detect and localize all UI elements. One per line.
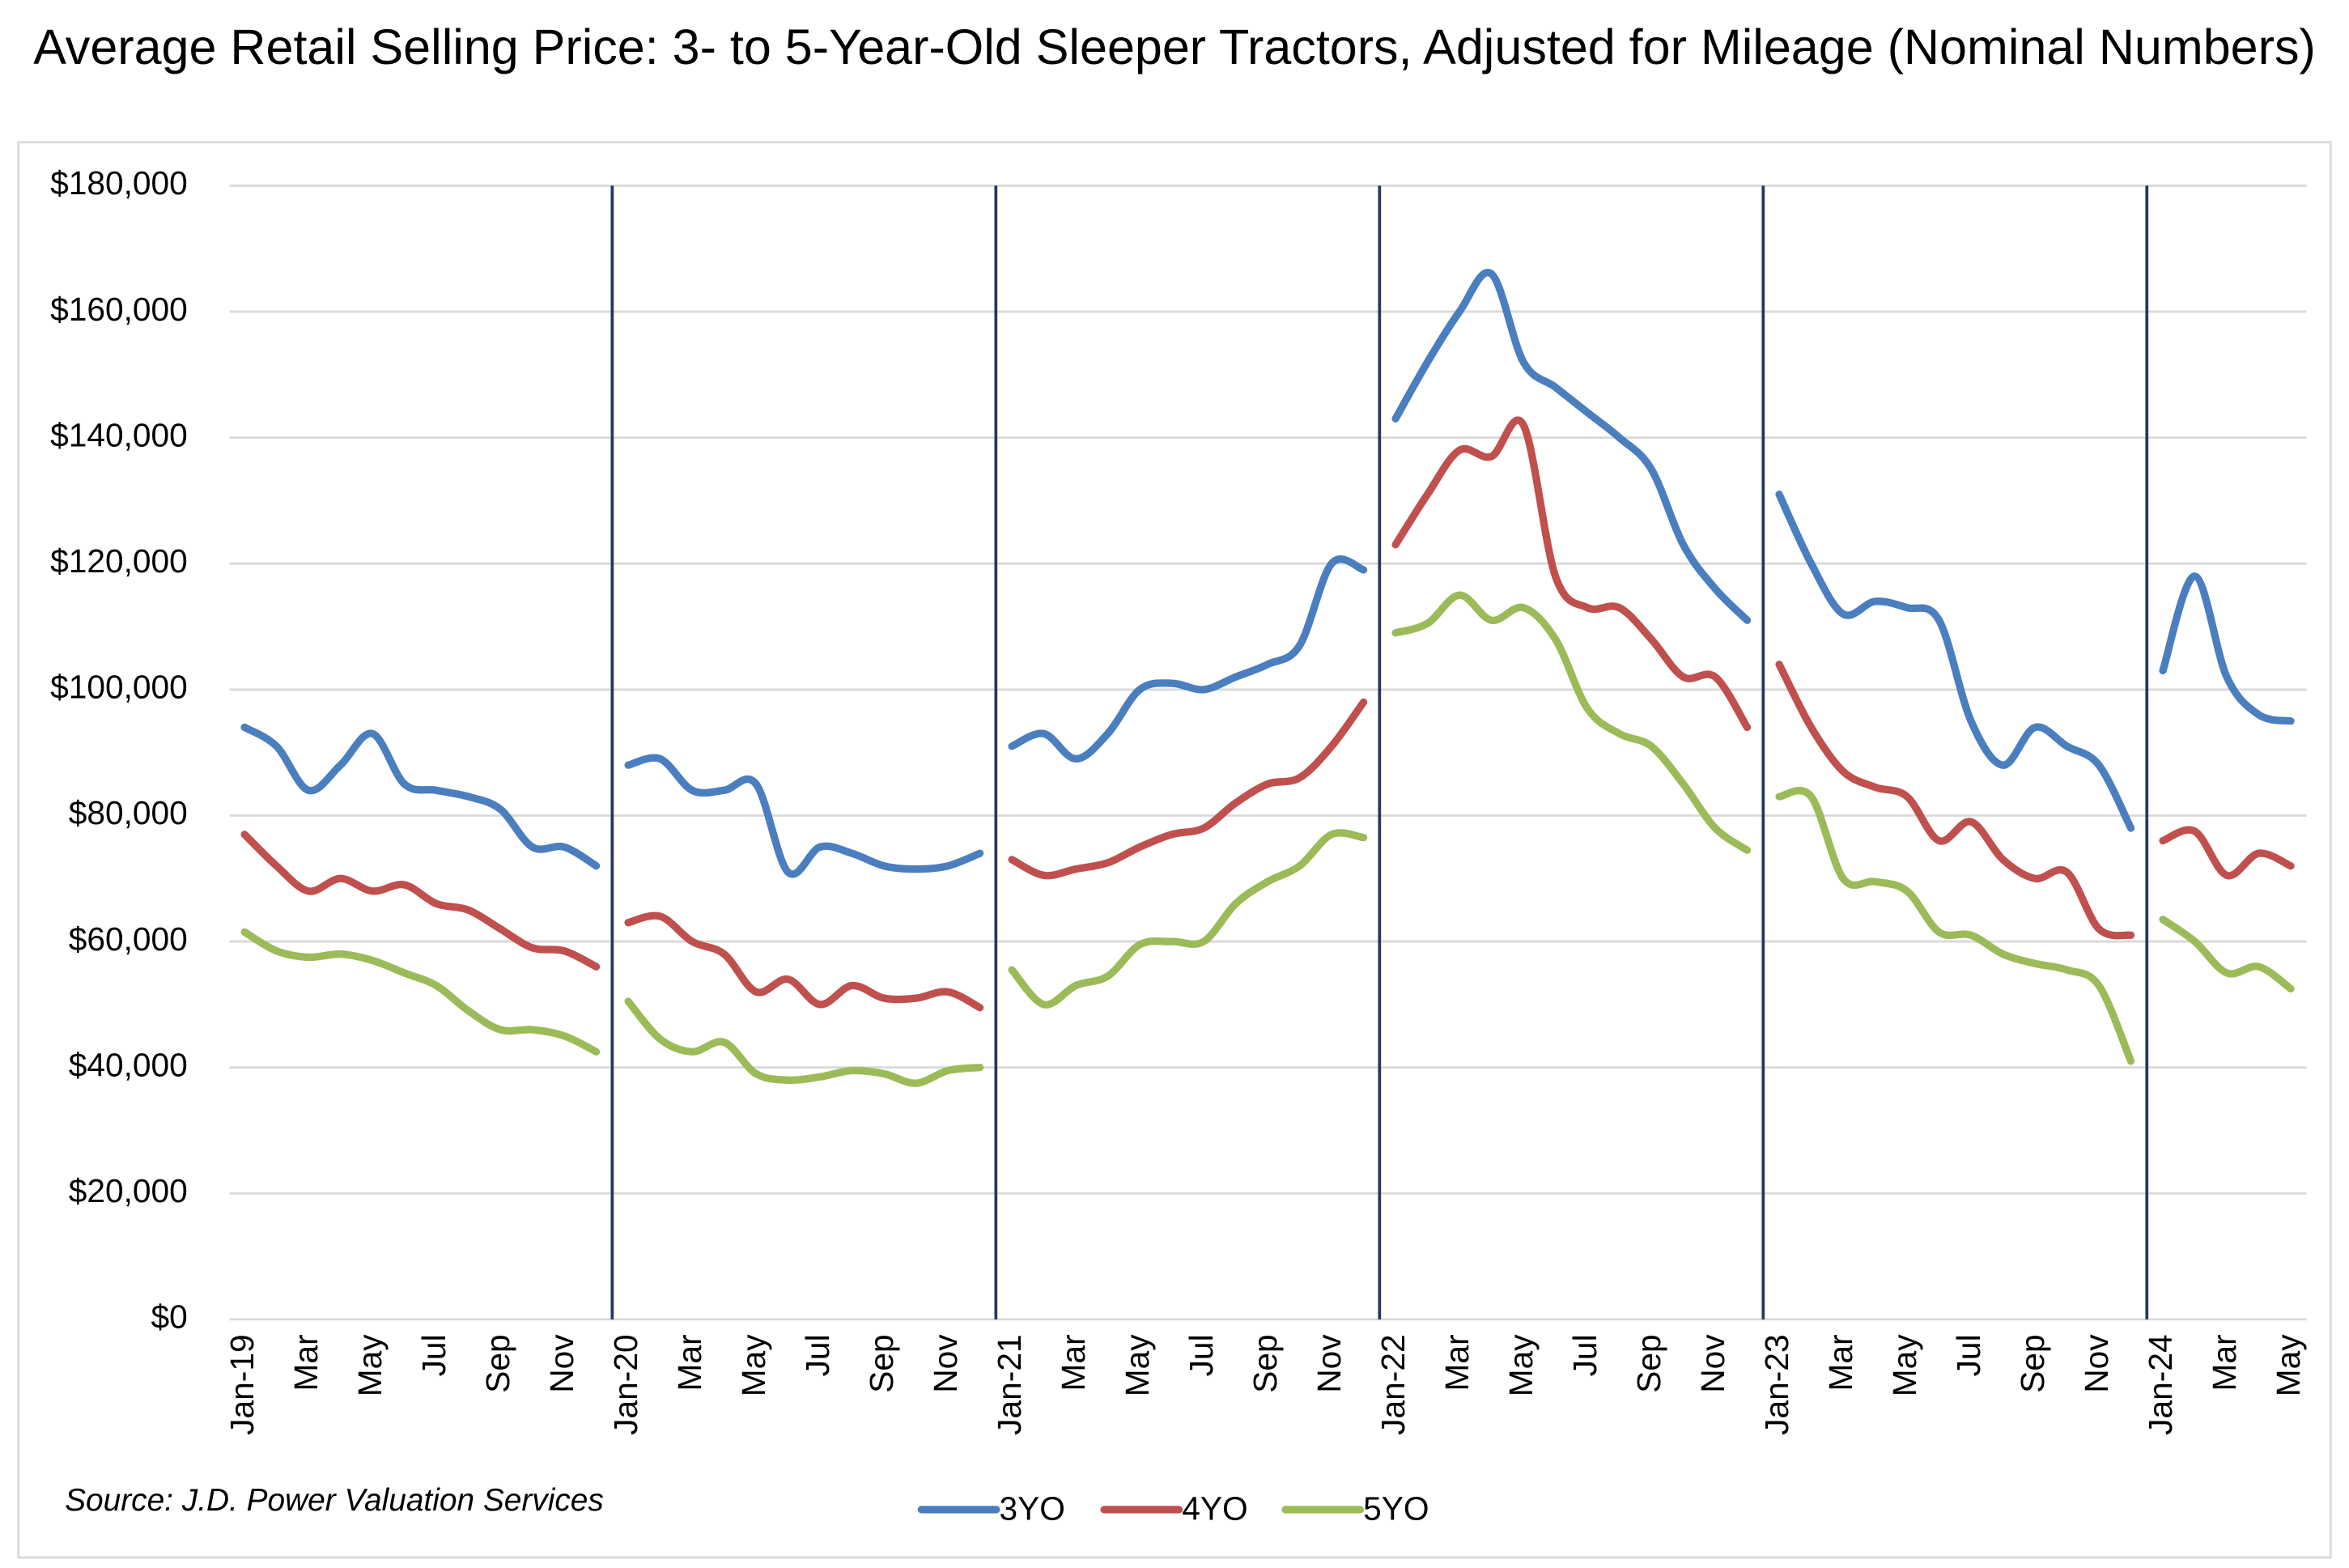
y-tick-label: $120,000 bbox=[50, 542, 188, 580]
chart-frame bbox=[17, 141, 2332, 1559]
x-tick-label: Jul bbox=[1566, 1334, 1604, 1376]
series-line bbox=[1008, 555, 1368, 763]
x-tick-label: Nov bbox=[1310, 1334, 1348, 1393]
source-note: Source: J.D. Power Valuation Services bbox=[65, 1483, 604, 1518]
series-line bbox=[2159, 826, 2295, 880]
x-tick-label: Jan-19 bbox=[223, 1334, 261, 1434]
series-line bbox=[2159, 916, 2295, 993]
x-tick-label: Sep bbox=[479, 1334, 516, 1392]
series-line bbox=[624, 754, 984, 878]
series-line bbox=[240, 831, 601, 971]
x-tick-label: Mar bbox=[1055, 1334, 1092, 1391]
x-tick-label: Mar bbox=[2206, 1334, 2243, 1391]
series-line bbox=[1391, 268, 1752, 624]
y-tick-label: $0 bbox=[151, 1298, 188, 1336]
x-tick-label: Jul bbox=[799, 1334, 836, 1376]
y-tick-label: $60,000 bbox=[69, 920, 188, 958]
series-line bbox=[1008, 698, 1368, 880]
x-tick-label: Mar bbox=[1822, 1334, 1859, 1391]
series-line bbox=[624, 911, 984, 1012]
x-tick-label: Jan-24 bbox=[2142, 1334, 2179, 1434]
series-line bbox=[1391, 591, 1752, 854]
x-tick-label: Jan-20 bbox=[607, 1334, 644, 1434]
y-tick-label: $80,000 bbox=[69, 794, 188, 831]
x-tick-label: Nov bbox=[927, 1334, 964, 1393]
y-tick-label: $180,000 bbox=[50, 164, 188, 202]
x-tick-label: Jul bbox=[1183, 1334, 1220, 1376]
x-tick-label: Mar bbox=[671, 1334, 708, 1391]
series-line bbox=[1775, 491, 2135, 832]
x-tick-label: May bbox=[2270, 1334, 2307, 1397]
chart-title: Average Retail Selling Price: 3- to 5-Ye… bbox=[33, 19, 2316, 74]
x-tick-label: May bbox=[1502, 1334, 1540, 1397]
x-tick-label: Jul bbox=[415, 1334, 452, 1376]
series-line bbox=[1775, 787, 2135, 1065]
x-tick-label: Nov bbox=[2078, 1334, 2115, 1393]
x-tick-label: May bbox=[1886, 1334, 1923, 1397]
x-tick-label: Nov bbox=[543, 1334, 580, 1393]
x-tick-label: May bbox=[1119, 1334, 1156, 1397]
x-tick-label: May bbox=[735, 1334, 772, 1397]
x-tick-label: May bbox=[351, 1334, 389, 1397]
x-tick-label: Jan-22 bbox=[1374, 1334, 1412, 1434]
series-line bbox=[1775, 661, 2135, 940]
x-tick-label: Mar bbox=[287, 1334, 325, 1391]
legend-label: 3YO bbox=[1000, 1489, 1065, 1527]
series-line bbox=[240, 928, 601, 1056]
x-tick-label: Jan-21 bbox=[991, 1334, 1028, 1434]
legend-label: 5YO bbox=[1363, 1489, 1429, 1527]
x-tick-label: Mar bbox=[1438, 1334, 1476, 1391]
x-tick-label: Sep bbox=[863, 1334, 900, 1392]
y-tick-label: $160,000 bbox=[50, 291, 188, 328]
x-tick-label: Jan-23 bbox=[1758, 1334, 1795, 1434]
y-tick-label: $20,000 bbox=[69, 1172, 188, 1209]
x-tick-label: Jul bbox=[1950, 1334, 1987, 1376]
series-line bbox=[2159, 572, 2295, 725]
legend-label: 4YO bbox=[1182, 1489, 1247, 1527]
series-line bbox=[1391, 416, 1752, 732]
series-line bbox=[624, 997, 984, 1087]
y-tick-label: $100,000 bbox=[50, 669, 188, 706]
y-tick-label: $140,000 bbox=[50, 416, 188, 453]
x-tick-label: Sep bbox=[2014, 1334, 2051, 1392]
series-line bbox=[240, 723, 601, 870]
x-tick-label: Sep bbox=[1247, 1334, 1284, 1392]
y-tick-label: $40,000 bbox=[69, 1046, 188, 1083]
series-line bbox=[1008, 829, 1368, 1009]
x-tick-label: Sep bbox=[1630, 1334, 1667, 1392]
x-tick-label: Nov bbox=[1694, 1334, 1731, 1393]
